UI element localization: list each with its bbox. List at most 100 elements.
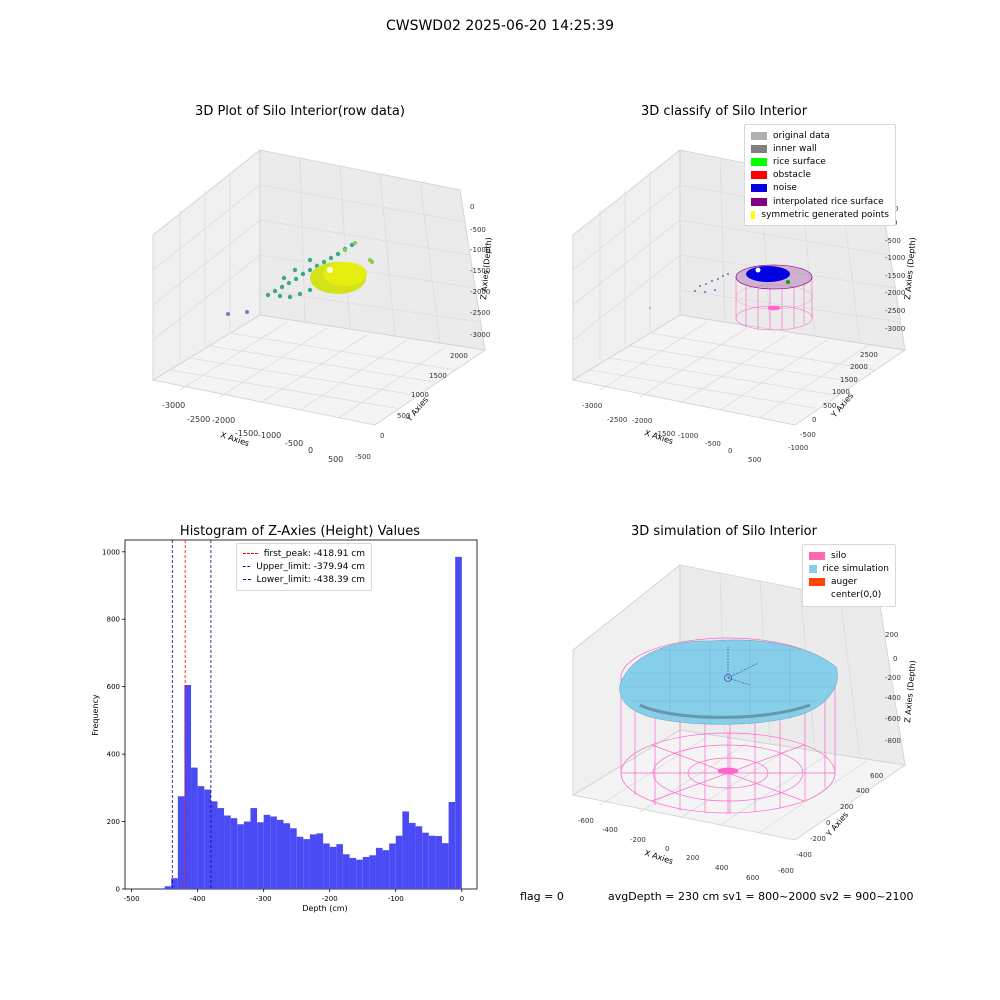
svg-text:-600: -600 [778,867,794,875]
histogram-bar [336,844,343,889]
svg-text:200: 200 [840,803,853,811]
svg-text:-1500: -1500 [655,430,675,438]
svg-text:-3000: -3000 [582,402,602,410]
legend-first-peak: first_peak: -418.91 cm [243,547,365,560]
classify-scatter-points [649,273,729,309]
histogram-bar [237,824,244,889]
svg-text:400: 400 [715,864,728,872]
histogram-bar [177,796,185,889]
depth-histogram: -500 -400 -300 -200 -100 0 02004006008001000 … [91,539,478,913]
histogram-bar [224,815,231,889]
raw-plot-title: 3D Plot of Silo Interior(row data) [195,104,405,119]
histogram-bar [455,556,462,889]
simulation-x-ticks: -600 -400 -200 0 200 400 600 [578,817,759,882]
legend-noise: noise [751,182,889,195]
classify-legend: original data inner wall rice surface ob… [744,124,896,227]
histogram-bar [243,821,251,889]
histogram-bar [290,828,297,889]
histogram-title: Histogram of Z-Axies (Height) Values [179,524,421,539]
histogram-bar [171,878,178,889]
svg-text:-200: -200 [810,835,826,843]
histogram-bar [356,859,363,889]
legend-silo: silo [809,549,889,562]
histogram-bar [349,857,357,889]
svg-text:600: 600 [870,772,883,780]
svg-text:0: 0 [728,447,732,455]
histogram-bar [323,843,330,889]
simulation-3d-plot: -600 -400 -200 0 200 400 600 -600 -400 -… [571,564,917,882]
svg-text:-500: -500 [800,431,816,439]
histogram-bar [435,836,442,889]
center-marker [724,674,732,682]
histogram-bar [217,808,225,889]
legend-lower-limit: Lower_limit: -438.39 cm [243,573,365,586]
histogram-bar [408,822,416,889]
svg-text:1000: 1000 [832,388,850,396]
svg-text:600: 600 [746,874,759,882]
svg-text:-200: -200 [885,674,901,682]
svg-text:-2000: -2000 [632,417,652,425]
legend-inner-wall: inner wall [751,142,889,155]
y-tick-label: 600 [107,683,120,691]
histogram-bar [382,850,390,889]
svg-text:-600: -600 [578,817,594,825]
svg-text:-1500: -1500 [470,267,490,275]
histogram-bar [369,855,376,889]
x-tick-label: -500 [124,895,140,903]
histogram-bar [362,856,370,889]
svg-text:-500: -500 [705,440,721,448]
legend-rice-simulation: rice simulation [809,562,889,575]
histogram-bar [263,814,271,889]
histogram-bar [316,833,324,889]
histogram-bar [389,843,396,889]
svg-text:-2500: -2500 [885,307,905,315]
svg-text:-400: -400 [885,694,901,702]
x-tick-label: 0 [460,895,464,903]
svg-text:-500: -500 [470,226,486,234]
histogram-bar [191,767,198,889]
y-tick-label: 1000 [102,548,120,556]
raw-3d-plot: -3000 -2500 -2000 -1500 -1000 -500 0 500… [151,149,493,464]
histogram-bar [197,786,205,889]
svg-text:-1500: -1500 [235,429,258,438]
histogram-bar [184,684,192,889]
svg-text:-1000: -1000 [885,254,905,262]
histogram-bar [250,808,258,889]
svg-text:0: 0 [665,845,669,853]
svg-text:-2500: -2500 [470,309,490,317]
histogram-bar [441,843,449,889]
svg-text:0: 0 [893,655,897,663]
svg-text:-1000: -1000 [258,431,281,440]
simulation-legend: silo rice simulation auger center(0,0) [802,544,896,607]
classify-z-label: Z Axies (Depth) [903,237,917,300]
svg-text:400: 400 [856,787,869,795]
svg-text:-800: -800 [885,737,901,745]
histogram-bars [158,556,462,889]
histogram-bar [422,832,429,889]
svg-text:0: 0 [826,819,830,827]
svg-text:-500: -500 [285,439,303,448]
legend-upper-limit: Upper_limit: -379.94 cm [243,560,365,573]
rice-simulation-surface [619,639,838,725]
histogram-x-ticks: -500 -400 -300 -200 -100 0 [124,889,464,903]
histogram-bar [164,886,172,889]
x-tick-label: -200 [322,895,338,903]
svg-text:500: 500 [823,402,836,410]
classify-x-ticks: -3000 -2500 -2000 -1500 -1000 -500 0 500 [582,402,761,464]
svg-text:-500: -500 [355,453,371,461]
histogram-x-label: Depth (cm) [302,904,347,913]
classify-y-ticks: -1000 -500 0 500 1000 1500 2000 2500 [788,351,878,452]
figure-title: CWSWD02 2025-06-20 14:25:39 [385,18,615,34]
svg-text:200: 200 [885,631,898,639]
histogram-y-ticks: 0 200 400 600 800 1000 [102,548,125,894]
y-tick-label: 800 [107,616,120,624]
svg-text:2500: 2500 [860,351,878,359]
x-tick-label: -100 [388,895,404,903]
svg-text:500: 500 [748,456,761,464]
raw-z-ticks: 0 -500 -1000 -1500 -2000 -2500 -3000 [470,203,490,339]
silo-wireframe [620,637,836,814]
histogram-bar [276,819,284,889]
histogram-bar [230,818,238,889]
svg-text:500: 500 [328,455,343,464]
histogram-bar [375,847,383,889]
